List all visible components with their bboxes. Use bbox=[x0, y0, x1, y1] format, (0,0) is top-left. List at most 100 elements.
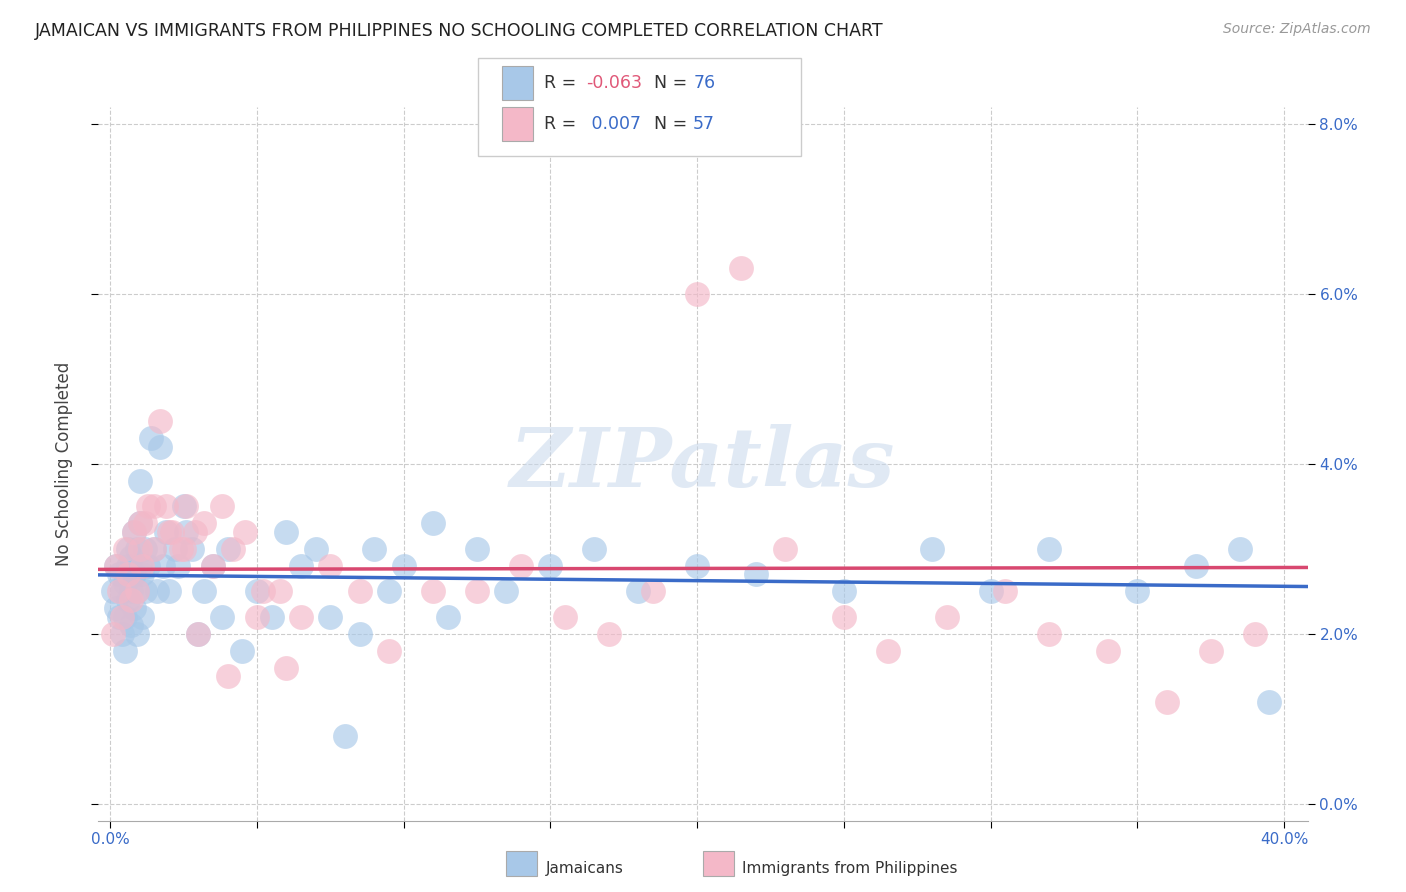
Point bbox=[994, 584, 1017, 599]
Point bbox=[143, 541, 166, 556]
Point bbox=[149, 414, 172, 428]
Point bbox=[173, 500, 195, 514]
Text: Immigrants from Philippines: Immigrants from Philippines bbox=[742, 862, 957, 876]
Point bbox=[1156, 695, 1178, 709]
Point bbox=[1229, 541, 1251, 556]
Point bbox=[1185, 558, 1208, 573]
Point bbox=[745, 567, 768, 582]
Point bbox=[538, 558, 561, 573]
Point bbox=[252, 584, 274, 599]
Point bbox=[231, 644, 253, 658]
Point bbox=[173, 541, 195, 556]
Point bbox=[122, 567, 145, 582]
Point bbox=[125, 584, 148, 599]
Point bbox=[111, 626, 134, 640]
Point bbox=[105, 558, 128, 573]
Point bbox=[155, 524, 177, 539]
Point bbox=[120, 584, 142, 599]
Point bbox=[246, 609, 269, 624]
Point bbox=[128, 541, 150, 556]
Point bbox=[1097, 644, 1119, 658]
Point bbox=[122, 524, 145, 539]
Point bbox=[233, 524, 256, 539]
Point bbox=[155, 500, 177, 514]
Point bbox=[117, 592, 139, 607]
Point bbox=[117, 541, 139, 556]
Point bbox=[193, 584, 215, 599]
Point bbox=[1126, 584, 1149, 599]
Point bbox=[378, 644, 401, 658]
Text: 57: 57 bbox=[693, 115, 716, 133]
Point bbox=[122, 601, 145, 615]
Point bbox=[276, 661, 298, 675]
Text: Jamaicans: Jamaicans bbox=[546, 862, 623, 876]
Point bbox=[1243, 626, 1265, 640]
Point bbox=[146, 584, 169, 599]
Point bbox=[436, 609, 458, 624]
Point bbox=[169, 541, 191, 556]
Text: 76: 76 bbox=[693, 74, 716, 92]
Point bbox=[187, 626, 209, 640]
Point bbox=[128, 516, 150, 531]
Text: JAMAICAN VS IMMIGRANTS FROM PHILIPPINES NO SCHOOLING COMPLETED CORRELATION CHART: JAMAICAN VS IMMIGRANTS FROM PHILIPPINES … bbox=[35, 22, 884, 40]
Point bbox=[583, 541, 606, 556]
Point bbox=[149, 440, 172, 454]
Point bbox=[627, 584, 650, 599]
Point bbox=[134, 516, 156, 531]
Point bbox=[193, 516, 215, 531]
Point bbox=[108, 584, 131, 599]
Point bbox=[163, 541, 186, 556]
Text: R =: R = bbox=[544, 74, 582, 92]
Point bbox=[125, 541, 148, 556]
Point bbox=[125, 584, 148, 599]
Text: -0.063: -0.063 bbox=[586, 74, 643, 92]
Point bbox=[105, 601, 128, 615]
Point bbox=[128, 474, 150, 488]
Point bbox=[832, 609, 855, 624]
Point bbox=[187, 626, 209, 640]
Point bbox=[378, 584, 401, 599]
Point bbox=[246, 584, 269, 599]
Point bbox=[117, 558, 139, 573]
Point bbox=[211, 500, 233, 514]
Y-axis label: No Schooling Completed: No Schooling Completed bbox=[55, 362, 73, 566]
Point bbox=[290, 558, 312, 573]
Point bbox=[201, 558, 224, 573]
Point bbox=[877, 644, 900, 658]
Point bbox=[349, 626, 371, 640]
Point bbox=[114, 575, 136, 590]
Point bbox=[181, 541, 204, 556]
Point bbox=[176, 500, 198, 514]
Point bbox=[114, 541, 136, 556]
Point bbox=[128, 516, 150, 531]
Text: N =: N = bbox=[654, 74, 693, 92]
Point bbox=[333, 729, 356, 743]
Point bbox=[217, 669, 239, 683]
Point bbox=[122, 524, 145, 539]
Point bbox=[120, 592, 142, 607]
Point bbox=[211, 609, 233, 624]
Point bbox=[217, 541, 239, 556]
Point bbox=[108, 567, 131, 582]
Point bbox=[730, 261, 752, 276]
Point bbox=[157, 584, 180, 599]
Point bbox=[1199, 644, 1222, 658]
Point bbox=[290, 609, 312, 624]
Point bbox=[686, 558, 709, 573]
Point bbox=[1038, 626, 1060, 640]
Text: 0.007: 0.007 bbox=[586, 115, 641, 133]
Point bbox=[349, 584, 371, 599]
Point bbox=[176, 524, 198, 539]
Point bbox=[152, 558, 174, 573]
Point bbox=[101, 584, 124, 599]
Point bbox=[422, 516, 444, 531]
Point bbox=[319, 609, 342, 624]
Point bbox=[108, 609, 131, 624]
Point bbox=[114, 644, 136, 658]
Point bbox=[319, 558, 342, 573]
Point bbox=[134, 541, 156, 556]
Text: R =: R = bbox=[544, 115, 582, 133]
Point bbox=[117, 567, 139, 582]
Point bbox=[157, 524, 180, 539]
Point bbox=[111, 609, 134, 624]
